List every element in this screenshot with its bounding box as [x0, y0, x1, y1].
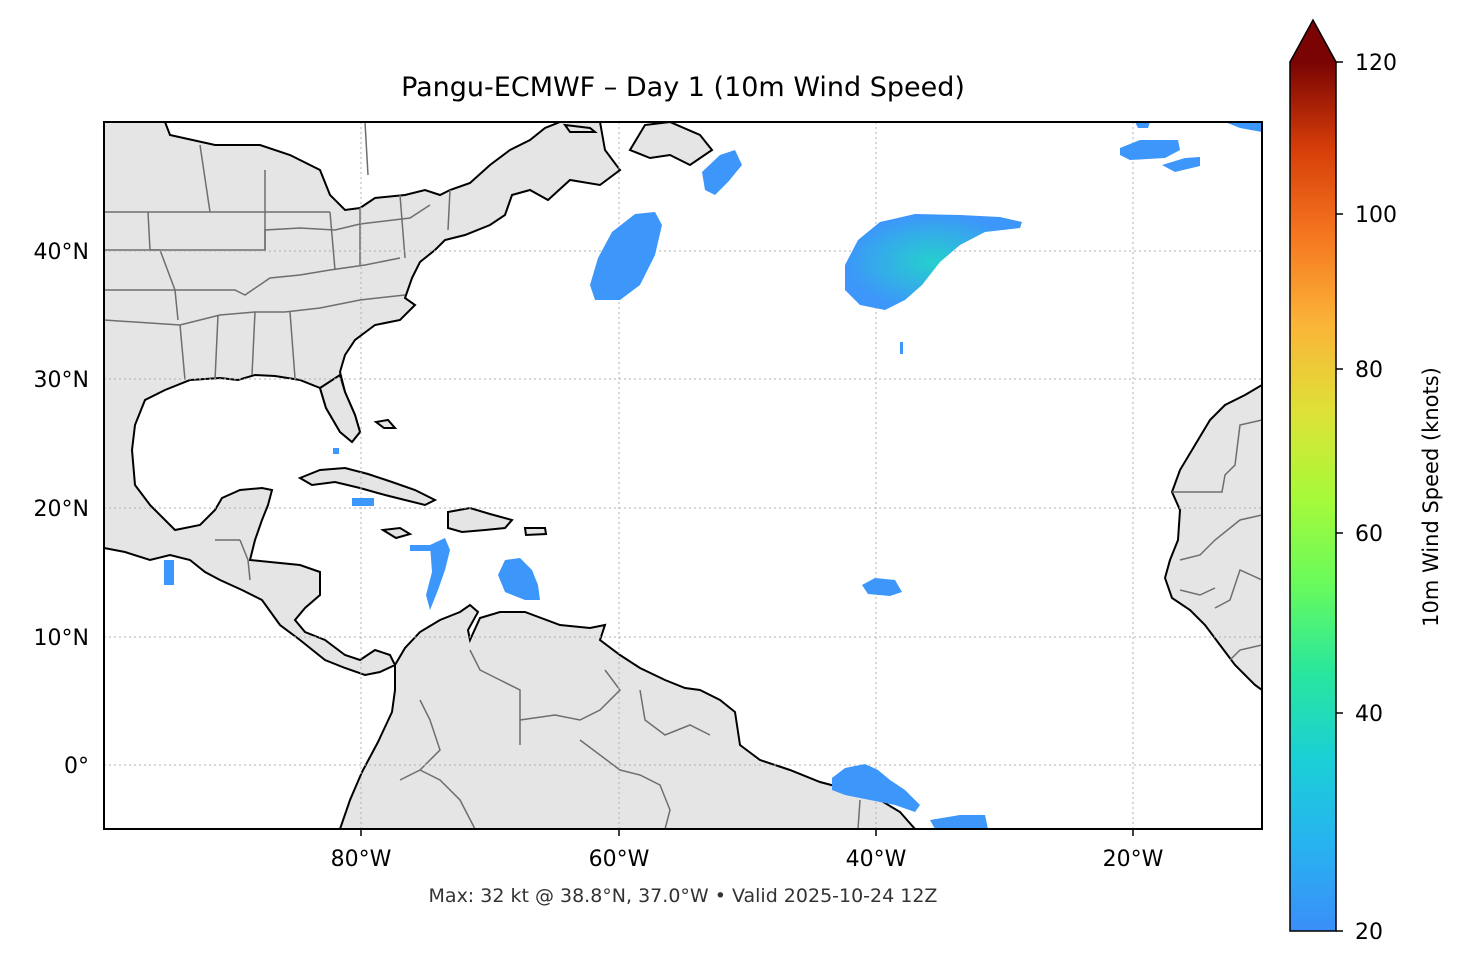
y-tick-label: 30°N	[34, 368, 89, 393]
x-tick-label: 80°W	[331, 847, 392, 872]
wind-speed-field	[164, 122, 1262, 829]
country-state-borders	[104, 122, 1262, 829]
colorbar-tick-label: 40	[1355, 702, 1383, 727]
max-wind-summary: Max: 32 kt @ 38.8°N, 37.0°W • Valid 2025…	[428, 885, 938, 907]
y-tick-label: 20°N	[34, 497, 89, 522]
south-america-land	[338, 603, 917, 829]
colorbar-extend-arrow	[1290, 20, 1336, 62]
colorbar-tick-label: 100	[1355, 203, 1397, 228]
colorbar-tick-label: 120	[1355, 51, 1397, 76]
wind-patch-ne-2	[1162, 157, 1200, 172]
colorbar-tick-label: 80	[1355, 358, 1383, 383]
cuba	[297, 466, 438, 507]
x-tick-label: 60°W	[589, 847, 650, 872]
colorbar: 20 40 60 80 100 120 10m Wind Speed (knot…	[1289, 18, 1443, 945]
wind-patch-newfoundland	[702, 150, 742, 195]
wind-patch-speck-1	[352, 498, 374, 506]
puerto-rico	[523, 527, 548, 537]
newfoundland	[628, 122, 714, 167]
wind-patch-central-atlantic	[845, 214, 1022, 310]
y-axis-ticks: 40°N 30°N 20°N 10°N 0°	[34, 240, 89, 779]
hispaniola	[447, 506, 514, 534]
gridlines	[104, 122, 1262, 829]
x-tick-label: 40°W	[846, 847, 907, 872]
jamaica	[380, 526, 413, 540]
wind-patch-ne-1	[1120, 140, 1180, 160]
wind-patch-speck-3	[900, 342, 903, 354]
island-north-1	[562, 123, 598, 133]
wind-patch-equatorial	[832, 764, 920, 812]
colorbar-label: 10m Wind Speed (knots)	[1419, 367, 1443, 627]
wind-patch-lesser-antilles	[498, 558, 540, 600]
y-tick-label: 0°	[64, 754, 89, 779]
wind-patch-ne-4	[1225, 122, 1262, 132]
wind-patch-caribbean-islands	[426, 538, 450, 610]
wind-patch-ne-3	[1135, 122, 1150, 128]
wind-patch-mid-tropics	[862, 578, 902, 596]
y-tick-label: 10°N	[34, 626, 89, 651]
y-tick-label: 40°N	[34, 240, 89, 265]
map-frame	[103, 121, 1263, 830]
colorbar-tick-label: 60	[1355, 522, 1383, 547]
africa-land	[1163, 383, 1262, 692]
wind-patch-speck-4	[410, 545, 435, 551]
florida	[318, 373, 362, 444]
x-tick-label: 20°W	[1103, 847, 1164, 872]
x-axis-ticks: 80°W 60°W 40°W 20°W	[331, 829, 1164, 872]
north-america-land	[104, 122, 622, 677]
colorbar-tick-label: 20	[1355, 920, 1383, 945]
wind-patch-nw-atlantic	[590, 212, 662, 300]
colorbar-gradient	[1290, 62, 1336, 931]
wind-patch-pacific	[164, 560, 174, 585]
colorbar-outline	[1289, 18, 1337, 932]
map-title: Pangu-ECMWF – Day 1 (10m Wind Speed)	[401, 72, 965, 103]
bahamas	[373, 418, 398, 429]
wind-patch-equatorial-2	[930, 815, 988, 829]
wind-patch-speck-2	[333, 448, 339, 454]
